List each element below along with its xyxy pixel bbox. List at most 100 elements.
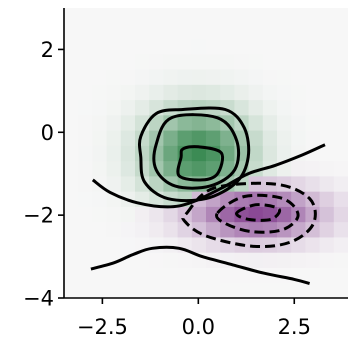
heatmap-cell (248, 38, 264, 55)
heatmap-cell (177, 282, 193, 298)
heatmap-cell (291, 191, 306, 207)
heatmap-cell (206, 130, 221, 146)
heatmap-cell (206, 221, 221, 238)
heatmap-cell (305, 23, 321, 40)
heatmap-cell (234, 84, 250, 101)
heatmap-cell (64, 99, 79, 116)
heatmap-cell (333, 175, 348, 192)
heatmap-cell (135, 252, 150, 268)
heatmap-cell (319, 130, 335, 146)
heatmap-cell (220, 267, 235, 284)
heatmap-cell (277, 69, 292, 85)
heatmap-cell (120, 236, 136, 253)
heatmap-cell (305, 236, 321, 253)
heatmap-cell (191, 282, 207, 298)
heatmap-cell (291, 69, 306, 85)
contour-layer (90, 106, 326, 285)
heatmap-cell (78, 53, 93, 70)
heatmap-cell (163, 160, 179, 177)
heatmap-cell (262, 221, 278, 238)
heatmap-cell (333, 38, 348, 55)
heatmap-cell (319, 267, 335, 284)
heatmap-cell (135, 23, 150, 40)
heatmap-cell (163, 8, 179, 24)
heatmap-cell (149, 236, 164, 253)
heatmap-cell (262, 53, 278, 70)
heatmap-cell (319, 236, 335, 253)
heatmap-cell (262, 69, 278, 85)
heatmap-cell (305, 191, 321, 207)
heatmap-cell (120, 114, 136, 131)
heatmap-cell (291, 221, 306, 238)
heatmap-cell (191, 84, 207, 101)
heatmap-cell (177, 53, 193, 70)
heatmap-cell (106, 221, 122, 238)
heatmap-cell (177, 114, 193, 131)
heatmap-cell (135, 8, 150, 24)
heatmap-cell (234, 8, 250, 24)
heatmap-cell (120, 130, 136, 146)
heatmap-cell (191, 267, 207, 284)
heatmap-cell (305, 114, 321, 131)
heatmap-cell (262, 38, 278, 55)
heatmap-cell (78, 160, 93, 177)
heatmap-cell (220, 130, 235, 146)
negative-contour-line (235, 203, 282, 222)
positive-contour-line (137, 106, 251, 203)
heatmap-cell (305, 38, 321, 55)
negative-contour-line (215, 193, 300, 234)
heatmap-cell (120, 160, 136, 177)
heatmap-cell (206, 53, 221, 70)
heatmap-cell (191, 23, 207, 40)
x-tick-label: −2.5 (77, 315, 128, 338)
heatmap-cell (277, 282, 292, 298)
heatmap-cell (163, 282, 179, 298)
heatmap-cell (64, 38, 79, 55)
heatmap-cell (120, 267, 136, 284)
heatmap-cell (220, 53, 235, 70)
heatmap-cell (120, 221, 136, 238)
heatmap-cell (333, 53, 348, 70)
heatmap-cell (319, 69, 335, 85)
heatmap-cell (319, 114, 335, 131)
heatmap-cell (333, 191, 348, 207)
heatmap-cell (78, 69, 93, 85)
heatmap-cell (277, 99, 292, 116)
heatmap-cell (333, 221, 348, 238)
heatmap-cell (149, 252, 164, 268)
heatmap-cell (234, 282, 250, 298)
heatmap-cell (78, 267, 93, 284)
heatmap-cell (291, 114, 306, 131)
heatmap-cell (319, 282, 335, 298)
heatmap-cell (319, 191, 335, 207)
heatmap-cell (78, 175, 93, 192)
heatmap-cell (106, 206, 122, 223)
heatmap-cell (92, 267, 108, 284)
heatmap-cell (191, 114, 207, 131)
heatmap-cell (92, 69, 108, 85)
heatmap-cell (78, 145, 93, 162)
heatmap-cell (333, 206, 348, 223)
heatmap-cell (78, 84, 93, 101)
heatmap-cell (191, 130, 207, 146)
heatmap-cell (64, 267, 79, 284)
heatmap-cell (106, 236, 122, 253)
heatmap-cell (277, 23, 292, 40)
heatmap-cell (163, 53, 179, 70)
heatmap-cell (262, 206, 278, 223)
heatmap-cell (277, 53, 292, 70)
heatmap-cell (333, 99, 348, 116)
heatmap-cell (120, 38, 136, 55)
heatmap-cell (333, 23, 348, 40)
heatmap-cell (163, 236, 179, 253)
x-tick-label: 0.0 (182, 315, 215, 338)
heatmap-cell (291, 252, 306, 268)
heatmap-cell (106, 8, 122, 24)
heatmap-cell (177, 130, 193, 146)
heatmap-cell (92, 221, 108, 238)
heatmap-cell (305, 221, 321, 238)
heatmap-cell (106, 53, 122, 70)
heatmap-cell (191, 8, 207, 24)
heatmap-cell (106, 99, 122, 116)
heatmap-cell (64, 130, 79, 146)
